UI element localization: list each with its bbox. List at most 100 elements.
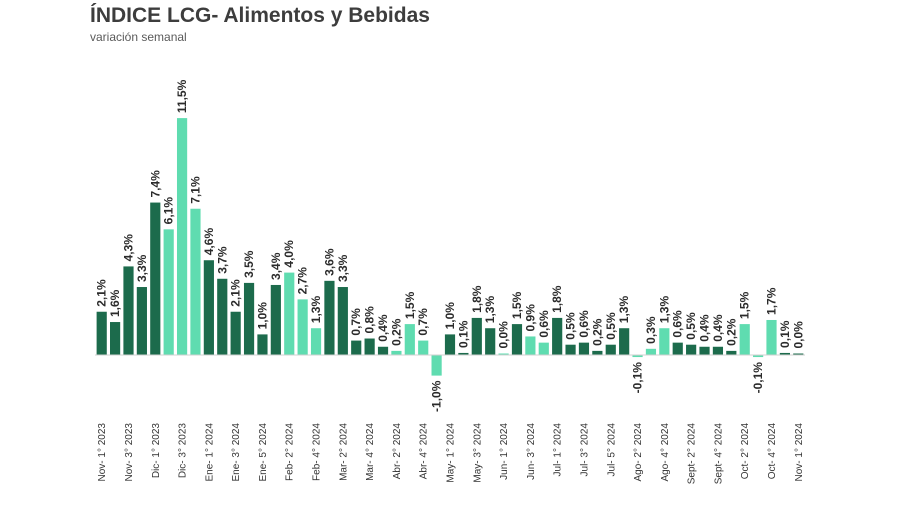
x-tick-label: Abr- 2° 2024 xyxy=(392,423,403,480)
x-tick-label: Ene- 3° 2024 xyxy=(231,423,242,482)
bar xyxy=(511,324,523,355)
bar-value-label: 0,1% xyxy=(778,320,792,348)
bar xyxy=(297,299,308,355)
chart-title: ÍNDICE LCG- Alimentos y Bebidas xyxy=(90,4,430,27)
bar xyxy=(377,346,389,355)
bar-value-label: 0,7% xyxy=(349,308,363,336)
bar xyxy=(458,352,469,355)
bar-value-label: 2,1% xyxy=(229,279,243,307)
bar xyxy=(672,342,683,355)
bar xyxy=(659,328,670,355)
x-tick-label: Feb- 4° 2024 xyxy=(312,423,323,481)
bar-value-label: -1,0% xyxy=(430,380,444,412)
x-tick-label: Dic- 1° 2023 xyxy=(151,423,162,479)
bar xyxy=(498,353,509,355)
bar xyxy=(391,350,402,355)
bar xyxy=(337,287,348,355)
x-tick-label: May- 1° 2024 xyxy=(446,423,457,483)
x-tick-label: Oct- 2° 2024 xyxy=(740,423,751,480)
bar-value-label: 0,2% xyxy=(590,318,604,346)
bar xyxy=(793,353,804,355)
bar-value-label: 7,1% xyxy=(188,176,202,204)
bar-value-label: 1,3% xyxy=(309,296,323,324)
bar-value-label: 0,9% xyxy=(523,304,537,332)
bar-value-label: 2,7% xyxy=(296,267,310,295)
bar-value-label: 3,6% xyxy=(322,248,336,276)
bar-value-label: 1,6% xyxy=(108,289,122,317)
bar xyxy=(217,278,228,355)
bar xyxy=(96,311,107,355)
chart-subtitle: variación semanal xyxy=(90,30,187,44)
bar-value-label: 4,6% xyxy=(202,228,216,256)
x-tick-label: Jul- 3° 2024 xyxy=(579,423,590,477)
x-tick-label: Mar- 4° 2024 xyxy=(365,423,376,481)
x-tick-label: Ene- 1° 2024 xyxy=(204,423,215,482)
bar-value-label: 0,2% xyxy=(724,318,738,346)
bar xyxy=(739,324,750,355)
bar xyxy=(270,284,281,355)
x-tick-label: Nov- 1° 2024 xyxy=(794,423,805,482)
bar xyxy=(645,348,657,355)
bar-value-label: 0,2% xyxy=(389,318,403,346)
x-tick-label: Abr- 4° 2024 xyxy=(419,423,430,480)
bar-value-label: 1,5% xyxy=(403,291,417,319)
bar-value-label: 1,8% xyxy=(550,285,564,313)
bar xyxy=(471,317,482,355)
bar-value-label: 0,0% xyxy=(497,321,511,349)
bar xyxy=(203,260,214,355)
bar-value-label: 1,3% xyxy=(657,296,671,324)
bar-value-label: 11,5% xyxy=(175,79,189,113)
bar xyxy=(592,350,603,355)
x-tick-label: Nov- 3° 2023 xyxy=(124,423,135,482)
bar-value-label: 0,6% xyxy=(537,310,551,338)
bar xyxy=(310,328,322,355)
x-tick-label: Ago- 4° 2024 xyxy=(660,423,671,482)
bar xyxy=(538,342,549,355)
bar xyxy=(485,328,496,355)
bar xyxy=(605,344,616,355)
value-labels-group: 2,1% 1,6%4,3%3,3%7,4%6,1%11,5%7,1%4,6%3,7… xyxy=(95,79,806,412)
bars-group xyxy=(96,118,804,376)
bar-value-label: 0,6% xyxy=(671,310,685,338)
bar-value-label: 4,0% xyxy=(282,240,296,268)
x-tick-label: Jul- 5° 2024 xyxy=(606,423,617,477)
x-tick-label: Jul- 1° 2024 xyxy=(553,423,564,477)
bar xyxy=(712,346,724,355)
bar xyxy=(525,336,536,355)
bar-value-label: 0,5% xyxy=(564,312,578,340)
bar-value-label: 1,5% xyxy=(510,291,524,319)
bar-value-label: 4,3% xyxy=(121,234,135,262)
x-tick-label: Oct- 4° 2024 xyxy=(767,423,778,480)
x-tick-label: Mar- 2° 2024 xyxy=(338,423,349,481)
bar-value-label: 2,1% xyxy=(95,279,109,307)
bar-value-label: 3,5% xyxy=(242,250,256,278)
x-tick-label: Jun- 1° 2024 xyxy=(499,423,510,480)
bar-value-label: 7,4% xyxy=(148,170,162,198)
bar xyxy=(163,229,174,355)
bar xyxy=(351,340,362,355)
bar-value-label: 3,3% xyxy=(135,254,149,282)
bar-value-label: 1,5% xyxy=(738,291,752,319)
bar xyxy=(779,352,790,355)
bar xyxy=(364,338,375,355)
bar-value-label: 0,4% xyxy=(698,314,712,342)
x-tick-labels-group: Nov- 1° 2023 Nov- 3° 2023 Dic- 1° 2023 Dic-… xyxy=(97,423,805,485)
bar xyxy=(176,118,188,355)
bar-value-label: 0,5% xyxy=(684,312,698,340)
bar xyxy=(110,322,121,355)
bar xyxy=(686,344,697,355)
bar-value-label: 1,0% xyxy=(255,302,269,330)
x-tick-label: Sept- 4° 2024 xyxy=(713,423,724,485)
bar-value-label: 0,6% xyxy=(577,310,591,338)
bar xyxy=(552,317,563,355)
bar xyxy=(284,272,295,355)
bar-value-label: 1,3% xyxy=(483,296,497,324)
bar-value-label: -0,1% xyxy=(751,362,765,394)
x-tick-label: Ene- 5° 2024 xyxy=(258,423,269,482)
x-tick-label: Sept- 2° 2024 xyxy=(687,423,698,485)
bar xyxy=(565,344,576,355)
bar-value-label: 0,0% xyxy=(791,321,805,349)
x-tick-label: Ago- 2° 2024 xyxy=(633,423,644,482)
bar xyxy=(418,340,429,355)
